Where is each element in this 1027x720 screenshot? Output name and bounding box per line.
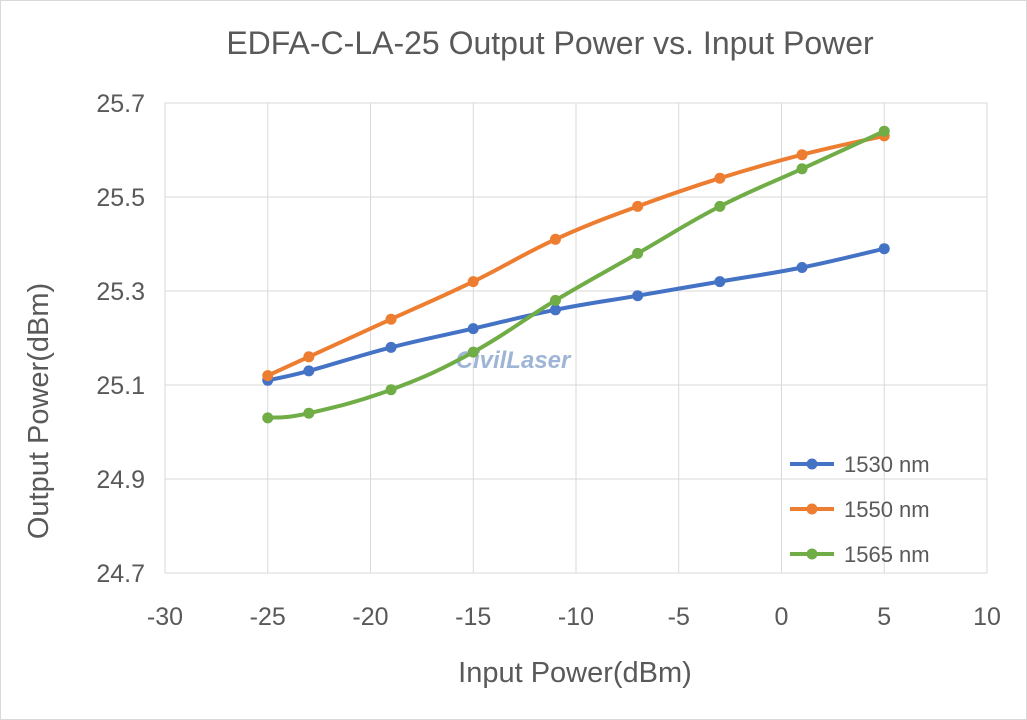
legend-swatch-marker	[806, 503, 818, 515]
data-point	[632, 290, 644, 302]
series-1550-nm	[262, 130, 890, 382]
x-tick-label: -25	[250, 603, 286, 631]
data-point	[385, 384, 397, 396]
data-point	[549, 294, 561, 306]
data-point	[714, 276, 726, 288]
data-point	[262, 412, 274, 424]
legend-swatch-marker	[806, 458, 818, 470]
data-point	[796, 262, 808, 273]
data-point	[467, 323, 479, 335]
x-tick-label: -5	[668, 603, 690, 631]
y-tick-label: 24.7	[96, 560, 145, 588]
data-point	[714, 200, 726, 212]
series-layer	[262, 125, 890, 424]
tick-labels: -30 -25 -20 -15 -10 -5 0 5 10 25.7 25.5 25.3 25.1 24.…	[96, 90, 1001, 631]
y-tick-label: 25.7	[96, 90, 145, 118]
legend-label: 1550 nm	[844, 497, 930, 522]
data-point	[632, 247, 644, 259]
data-point	[467, 276, 479, 288]
x-tick-label: 10	[973, 603, 1001, 631]
data-point	[549, 233, 561, 245]
legend-label: 1530 nm	[844, 452, 930, 477]
y-tick-label: 24.9	[96, 466, 145, 494]
x-axis-title: Input Power(dBm)	[458, 657, 692, 689]
x-tick-label: -30	[147, 603, 183, 631]
y-tick-label: 25.1	[96, 372, 145, 400]
data-point	[632, 200, 644, 212]
x-tick-label: 0	[775, 603, 789, 631]
data-point	[796, 163, 808, 175]
x-tick-label: 5	[877, 603, 891, 631]
data-point	[714, 172, 726, 184]
x-tick-label: -15	[455, 603, 491, 631]
legend-swatch-marker	[806, 548, 818, 560]
y-tick-label: 25.5	[96, 184, 145, 212]
y-tick-label: 25.3	[96, 278, 145, 306]
y-axis-title: Output Power(dBm)	[23, 283, 55, 539]
data-point	[385, 341, 397, 353]
data-point	[549, 304, 561, 316]
data-point	[878, 125, 890, 137]
legend-item: 1530 nm	[790, 452, 930, 477]
data-point	[303, 365, 315, 377]
x-tick-label: -10	[558, 603, 594, 631]
data-point	[878, 243, 890, 255]
data-point	[385, 313, 397, 325]
gridlines	[164, 102, 988, 574]
legend-label: 1565 nm	[844, 542, 930, 567]
chart-title: EDFA-C-LA-25 Output Power vs. Input Powe…	[226, 25, 874, 61]
legend-item: 1550 nm	[790, 497, 930, 522]
legend-item: 1565 nm	[790, 542, 930, 567]
data-point	[262, 370, 274, 382]
data-point	[467, 346, 479, 358]
data-point	[303, 407, 315, 419]
data-point	[796, 149, 808, 161]
x-tick-label: -20	[352, 603, 388, 631]
legend: 1530 nm 1550 nm 1565 nm	[790, 452, 930, 567]
series-1565-nm	[262, 125, 890, 424]
data-point	[303, 351, 315, 363]
